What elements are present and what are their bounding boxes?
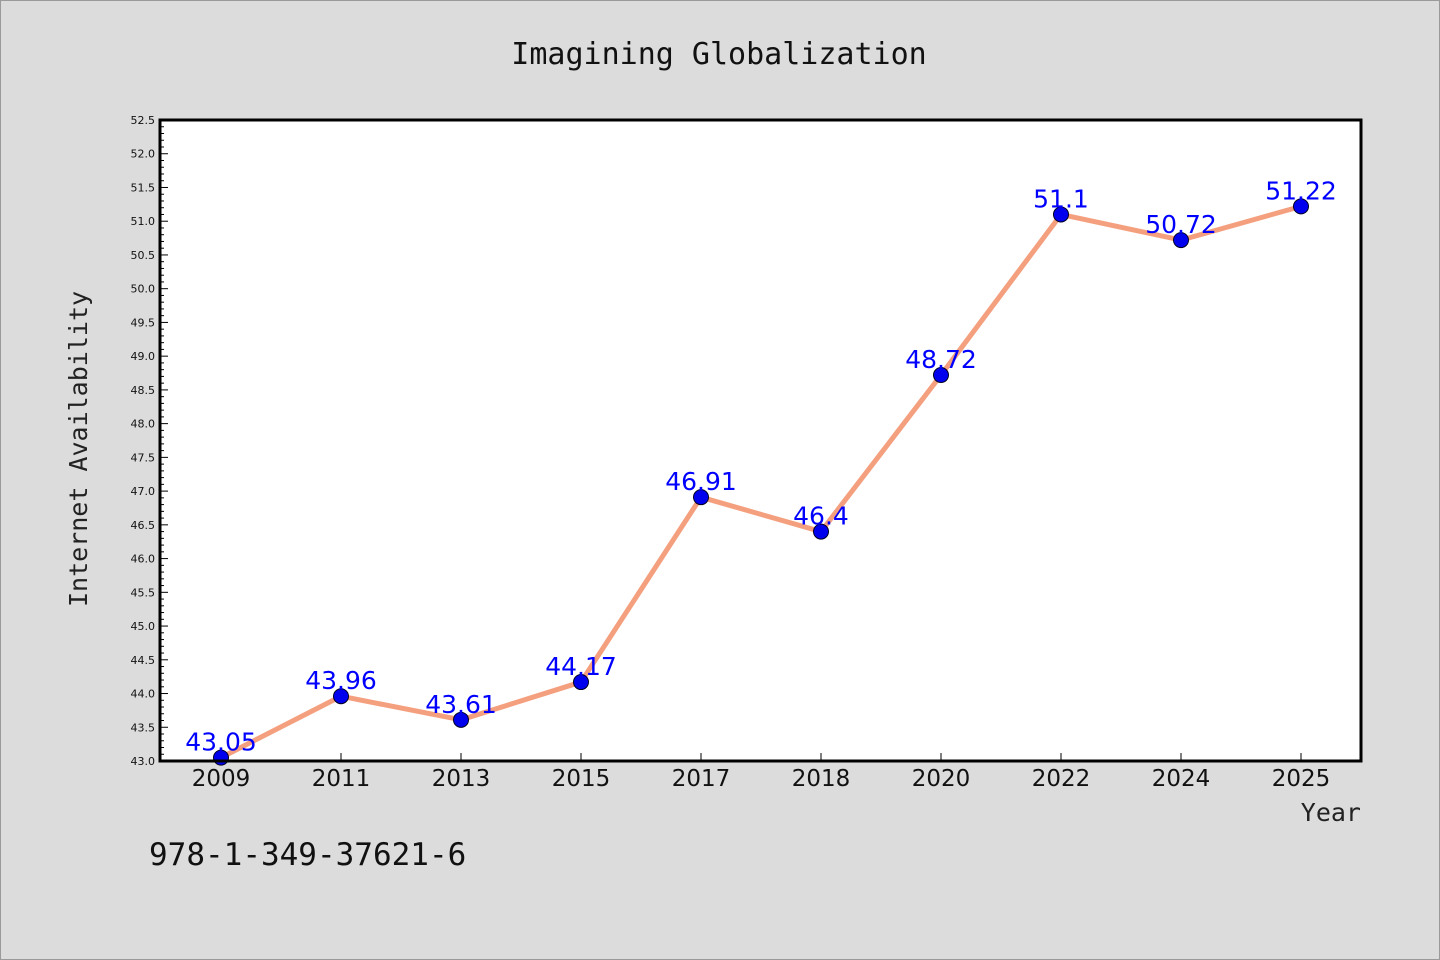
y-tick-label: 48.5 bbox=[131, 384, 156, 397]
data-label: 44.17 bbox=[545, 652, 617, 681]
data-label: 43.05 bbox=[185, 728, 257, 757]
y-tick-label: 49.5 bbox=[131, 316, 156, 329]
y-tick-label: 51.0 bbox=[131, 215, 156, 228]
y-tick-label: 50.5 bbox=[131, 249, 156, 262]
series-line bbox=[219, 203, 1302, 760]
data-label: 43.61 bbox=[425, 690, 497, 719]
y-tick-label: 47.0 bbox=[131, 485, 156, 498]
data-point bbox=[1173, 232, 1189, 249]
data-label: 46.4 bbox=[793, 502, 849, 531]
data-point bbox=[453, 711, 469, 728]
y-tick-label: 46.0 bbox=[131, 553, 156, 566]
data-point bbox=[1293, 198, 1309, 215]
x-tick-label: 2020 bbox=[912, 766, 971, 792]
y-tick-label: 44.0 bbox=[131, 688, 156, 701]
data-point bbox=[573, 674, 589, 691]
x-tick-label: 2018 bbox=[792, 766, 851, 792]
x-tick-label: 2022 bbox=[1032, 766, 1091, 792]
y-tick-label: 52.5 bbox=[131, 114, 156, 127]
y-axis: 43.0 43.5 44.0 44.5 45.0 45.5 46.0 46.5 47.0 47.5… bbox=[131, 114, 168, 768]
x-axis-label: Year bbox=[1301, 798, 1361, 827]
x-tick-label: 2009 bbox=[192, 766, 251, 792]
chart-title: Imagining Globalization bbox=[511, 37, 926, 72]
y-tick-label: 49.0 bbox=[131, 350, 156, 363]
x-tick-label: 2025 bbox=[1272, 766, 1331, 792]
data-point bbox=[693, 489, 709, 506]
data-label: 43.96 bbox=[305, 666, 377, 695]
data-point bbox=[333, 688, 349, 705]
y-tick-label: 52.0 bbox=[131, 148, 156, 161]
y-axis-label: Internet Availability bbox=[64, 291, 93, 607]
x-tick-label: 2013 bbox=[432, 766, 491, 792]
y-tick-label: 44.5 bbox=[131, 654, 156, 667]
x-tick-label: 2011 bbox=[312, 766, 371, 792]
y-tick-label: 43.0 bbox=[131, 755, 156, 768]
y-tick-label: 43.5 bbox=[131, 721, 156, 734]
x-axis: 2009 2011 2013 2015 2017 2018 2020 2022 2024 2025 bbox=[192, 753, 1331, 792]
data-point bbox=[1053, 206, 1069, 223]
y-tick-label: 46.5 bbox=[131, 519, 156, 532]
y-tick-label: 45.0 bbox=[131, 620, 156, 633]
data-label: 51.1 bbox=[1033, 184, 1089, 213]
data-point bbox=[813, 523, 829, 540]
data-label: 50.72 bbox=[1145, 210, 1217, 239]
y-tick-label: 48.0 bbox=[131, 418, 156, 431]
y-tick-label: 47.5 bbox=[131, 451, 156, 464]
plot-area bbox=[160, 120, 1361, 761]
x-tick-label: 2015 bbox=[552, 766, 611, 792]
data-labels: 43.05 43.96 43.61 44.17 46.91 46.4 48.72 51.1 50… bbox=[185, 176, 1337, 756]
data-point bbox=[933, 367, 949, 384]
isbn-code: 978-1-349-37621-6 bbox=[149, 837, 466, 873]
data-label: 51.22 bbox=[1265, 176, 1337, 205]
y-tick-label: 50.0 bbox=[131, 283, 156, 296]
data-markers bbox=[213, 198, 1309, 766]
x-tick-label: 2017 bbox=[672, 766, 731, 792]
data-label: 48.72 bbox=[905, 345, 977, 374]
x-tick-label: 2024 bbox=[1152, 766, 1211, 792]
plot-frame bbox=[158, 118, 1363, 763]
data-label: 46.91 bbox=[665, 467, 737, 496]
y-tick-label: 51.5 bbox=[131, 181, 156, 194]
y-tick-label: 45.5 bbox=[131, 586, 156, 599]
